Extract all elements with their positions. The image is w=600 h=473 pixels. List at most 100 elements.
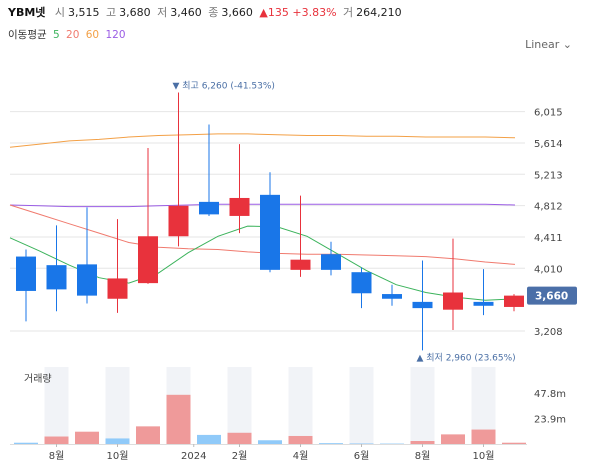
chevron-down-icon: ⌄ [562, 38, 572, 51]
candle-body [229, 197, 250, 216]
volume-band [380, 367, 404, 444]
candle-body [199, 201, 219, 215]
volume-bar [197, 434, 221, 444]
moving-average-legend[interactable]: 이동평균 5 20 60 120 [8, 27, 129, 42]
volume-bar [349, 443, 374, 445]
time-tick-label: 4월 [293, 450, 309, 462]
candle-body [473, 301, 494, 306]
volume-title: 거래량 [24, 373, 52, 385]
candlesticks [16, 92, 524, 351]
candle-body [260, 194, 280, 270]
candle [473, 269, 494, 316]
volume-band [410, 367, 435, 444]
volume-band [105, 367, 130, 444]
max-price-annotation: ▼ 최고 6,260 (-41.53%) [173, 81, 275, 92]
candle [412, 260, 433, 351]
change-value: ▲135 +3.83% [259, 6, 337, 19]
price-tick-label: 3,208 [534, 327, 563, 338]
stock-name: YBM넷 [8, 6, 46, 19]
volume-value: 264,210 [356, 6, 402, 19]
candle-body [382, 294, 402, 299]
candle-body [443, 292, 463, 310]
ma-60-line [9, 133, 516, 148]
price-axis: 6,015 5,614 5,213 4,812 4,411 4,010 3,208 3,660 [527, 108, 577, 338]
ma-5-label: 5 [52, 29, 60, 41]
volume-band [197, 367, 221, 444]
volume-band [75, 367, 99, 444]
scale-toggle[interactable]: Linear ⌄ [525, 38, 572, 51]
volume-bar [441, 434, 465, 444]
volume-bar [75, 431, 99, 444]
price-tick-label: 5,614 [534, 139, 563, 150]
volume-tick-label: 47.8m [534, 389, 566, 400]
candle [199, 124, 219, 216]
last-price-label: 3,660 [535, 291, 568, 303]
volume-band [227, 367, 252, 444]
volume-bar [14, 442, 38, 444]
close-label: 종 [208, 6, 219, 19]
last-price-badge [527, 286, 577, 305]
candle-body [16, 256, 36, 291]
time-tick-label: 10월 [107, 450, 129, 462]
time-tick-label: 2024 [181, 451, 206, 462]
candle [382, 284, 402, 306]
volume-band [258, 367, 282, 444]
volume-panel: 거래량 47.8m 23.9m [10, 367, 566, 445]
volume-bar [502, 442, 526, 444]
candle-body [138, 236, 158, 284]
price-tick-label: 4,010 [534, 264, 563, 275]
candle [443, 238, 463, 330]
candle [107, 219, 128, 313]
volume-bar [105, 438, 130, 444]
ma-60-label: 60 [85, 29, 100, 41]
candle [321, 241, 341, 276]
time-tick-label: 8월 [49, 450, 65, 462]
candle-body [290, 259, 311, 270]
time-axis: 8월 10월 2024 2월 4월 6월 8월 10월 [49, 444, 495, 462]
ma-20-label: 20 [66, 29, 80, 41]
candle [138, 147, 158, 284]
open-label: 시 [54, 6, 66, 19]
candle [46, 225, 67, 312]
volume-band [349, 367, 374, 444]
volume-label: 거 [343, 6, 354, 19]
volume-bar [258, 440, 282, 444]
volume-band [44, 367, 69, 444]
volume-bar [471, 429, 496, 444]
candle [16, 249, 36, 322]
time-tick-label: 2월 [232, 450, 248, 462]
candle-body [412, 301, 433, 309]
volume-band [14, 367, 38, 444]
open-value: 3,515 [68, 6, 100, 19]
volume-bar [136, 426, 160, 444]
volume-bar [319, 443, 343, 445]
time-tick-label: 8월 [415, 450, 431, 462]
volume-band [288, 367, 313, 444]
volume-band [441, 367, 465, 444]
candle [229, 144, 250, 234]
scale-label: Linear [525, 38, 560, 51]
volume-bar [227, 432, 252, 444]
candle-body [77, 264, 97, 296]
time-tick-label: 10월 [473, 450, 495, 462]
ma-120-label: 120 [105, 29, 126, 41]
price-tick-label: 4,812 [534, 202, 563, 213]
low-label: 저 [157, 6, 168, 19]
close-value: 3,660 [221, 6, 253, 19]
price-tick-label: 5,213 [534, 170, 563, 181]
volume-bar [44, 436, 69, 444]
min-price-annotation: ▲ 최저 2,960 (23.65%) [417, 352, 516, 363]
high-label: 고 [106, 6, 117, 19]
moving-average-title: 이동평균 [8, 29, 47, 41]
candle-body [351, 272, 372, 294]
candle [77, 207, 97, 304]
volume-band [319, 367, 343, 444]
candle-body [46, 265, 67, 290]
price-tick-label: 6,015 [534, 108, 563, 119]
candle [504, 294, 524, 312]
volume-tick-label: 23.9m [534, 414, 566, 425]
price-tick-label: 4,411 [534, 233, 563, 244]
volume-bar [166, 394, 191, 444]
candle-body [504, 295, 524, 307]
